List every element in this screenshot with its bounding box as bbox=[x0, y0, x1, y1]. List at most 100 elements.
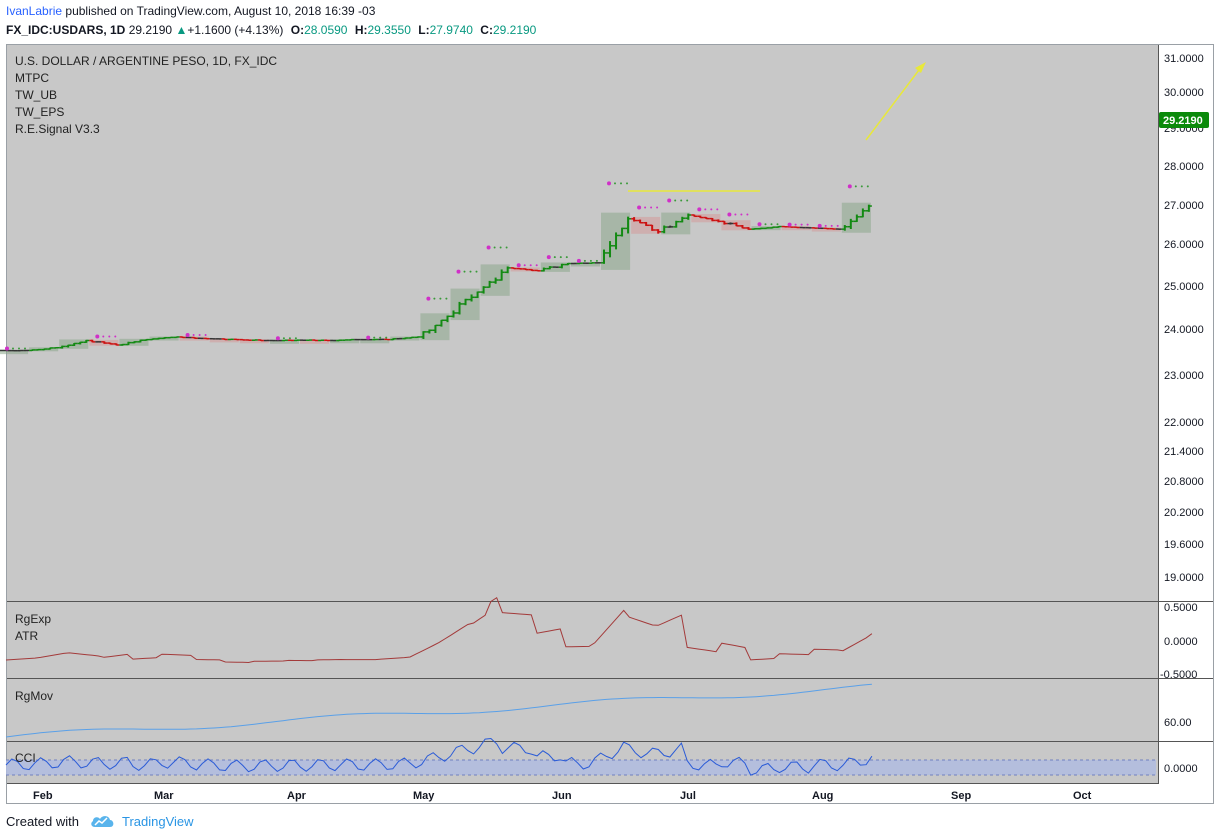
signal-dot-trail bbox=[854, 185, 857, 188]
signal-dot-trail bbox=[794, 223, 797, 226]
signal-dot-trail bbox=[192, 334, 195, 337]
signal-dot bbox=[697, 207, 702, 212]
signal-dot bbox=[456, 269, 461, 274]
pane-label-atr[interactable]: ATR bbox=[15, 629, 38, 643]
signal-dot-trail bbox=[626, 182, 628, 185]
signal-dot-trail bbox=[288, 337, 291, 340]
signal-dot bbox=[486, 245, 491, 250]
time-tick: Jul bbox=[680, 790, 696, 802]
price-change: +1.1600 (+4.13%) bbox=[187, 23, 284, 37]
signal-dot-trail bbox=[806, 223, 809, 226]
close-label: C: bbox=[480, 23, 493, 37]
signal-dot-trail bbox=[475, 270, 478, 273]
range-box bbox=[330, 339, 360, 344]
signal-dot-trail bbox=[499, 246, 502, 249]
signal-dot bbox=[576, 258, 581, 263]
rgmov-tick: 60.00 bbox=[1164, 717, 1192, 729]
signal-dot-trail bbox=[650, 206, 653, 209]
signal-dot-trail bbox=[583, 259, 586, 262]
indicator-tw-ub[interactable]: TW_UB bbox=[15, 88, 57, 102]
signal-dot-trail bbox=[439, 297, 442, 300]
indicator-mtpc[interactable]: MTPC bbox=[15, 71, 49, 85]
low-label: L: bbox=[418, 23, 430, 37]
signal-dot-trail bbox=[595, 259, 598, 262]
signal-dot-trail bbox=[24, 347, 26, 350]
signal-dot bbox=[546, 255, 551, 260]
signal-dot-trail bbox=[463, 270, 466, 273]
price-tick: 20.8000 bbox=[1164, 476, 1204, 488]
signal-dot-trail bbox=[770, 223, 773, 226]
time-tick: Jun bbox=[552, 790, 572, 802]
indicator-tw-eps[interactable]: TW_EPS bbox=[15, 105, 64, 119]
pane-label-rgmov[interactable]: RgMov bbox=[15, 689, 53, 703]
signal-dot-trail bbox=[860, 185, 863, 188]
signal-dot-trail bbox=[776, 223, 779, 226]
chart-area[interactable]: U.S. DOLLAR / ARGENTINE PESO, 1D, FX_IDC… bbox=[0, 0, 1215, 812]
price-tick: 22.0000 bbox=[1164, 417, 1204, 429]
cci-line bbox=[5, 737, 873, 776]
signal-dot-trail bbox=[620, 182, 622, 185]
atr-pane[interactable] bbox=[6, 602, 1158, 678]
signal-dot bbox=[847, 184, 852, 189]
footer: Created with TradingView bbox=[6, 814, 194, 829]
signal-dot bbox=[757, 222, 762, 227]
signal-dot-trail bbox=[565, 256, 568, 259]
atr-tick: -0.5000 bbox=[1160, 669, 1197, 681]
signal-dot bbox=[817, 223, 822, 228]
signal-dot bbox=[185, 333, 190, 338]
price-tick: 30.0000 bbox=[1164, 87, 1204, 99]
signal-dot-trail bbox=[704, 208, 707, 211]
signal-dot-trail bbox=[379, 336, 382, 339]
price-tick: 25.0000 bbox=[1164, 281, 1204, 293]
symbol-name: FX_IDC:USDARS, 1D bbox=[6, 23, 126, 37]
price-tick: 31.0000 bbox=[1164, 53, 1204, 65]
signal-dot-trail bbox=[12, 347, 14, 350]
signal-dot-trail bbox=[614, 182, 616, 185]
cci-band bbox=[6, 760, 1156, 775]
signal-dot-trail bbox=[373, 336, 376, 339]
price-tick: 27.0000 bbox=[1164, 200, 1204, 212]
indicator-re-signal[interactable]: R.E.Signal V3.3 bbox=[15, 122, 100, 136]
last-price-label: 29.2190 bbox=[1163, 115, 1203, 127]
time-tick: Feb bbox=[33, 790, 53, 802]
time-tick: Aug bbox=[812, 790, 833, 802]
pane-label-cci[interactable]: CCI bbox=[15, 751, 36, 765]
signal-dot bbox=[787, 222, 792, 227]
signal-dot-trail bbox=[505, 246, 508, 249]
range-box bbox=[300, 339, 330, 344]
rgmov-pane[interactable] bbox=[6, 679, 1158, 741]
signal-dot-trail bbox=[734, 213, 737, 216]
time-scale[interactable] bbox=[6, 784, 1158, 804]
signal-dot-trail bbox=[824, 224, 827, 227]
projection-line bbox=[865, 65, 923, 141]
signal-dot-trail bbox=[198, 334, 201, 337]
range-box bbox=[781, 226, 811, 231]
signal-dot-trail bbox=[469, 270, 472, 273]
signal-dot-trail bbox=[204, 334, 207, 337]
signal-dot bbox=[426, 296, 431, 301]
author-link[interactable]: IvanLabrie bbox=[6, 4, 63, 18]
signal-dot-trail bbox=[740, 213, 743, 216]
main-pane[interactable] bbox=[6, 44, 1158, 601]
signal-dot bbox=[275, 336, 280, 341]
signal-dot-trail bbox=[493, 246, 496, 249]
pane-label-rgexp[interactable]: RgExp bbox=[15, 612, 51, 626]
signal-dot-trail bbox=[589, 259, 592, 262]
signal-dot bbox=[607, 181, 611, 186]
signal-dot-trail bbox=[385, 336, 388, 339]
high-label: H: bbox=[354, 23, 368, 37]
symbol-ohlc-line: FX_IDC:USDARS, 1D 29.2190 ▲+1.1600 (+4.1… bbox=[6, 23, 536, 37]
created-with-label: Created with bbox=[6, 814, 79, 829]
range-box bbox=[239, 339, 269, 344]
chart-title: U.S. DOLLAR / ARGENTINE PESO, 1D, FX_IDC bbox=[15, 54, 277, 68]
signal-dot bbox=[5, 346, 9, 351]
time-tick: Apr bbox=[287, 790, 307, 802]
up-arrow-icon: ▲ bbox=[175, 23, 188, 37]
tradingview-link[interactable]: TradingView bbox=[122, 814, 194, 829]
signal-dot-trail bbox=[644, 206, 647, 209]
atr-tick: 0.5000 bbox=[1164, 602, 1198, 614]
range-box bbox=[570, 262, 600, 267]
signal-dot-trail bbox=[559, 256, 562, 259]
time-tick: May bbox=[413, 790, 435, 802]
price-scale[interactable] bbox=[1158, 44, 1214, 783]
